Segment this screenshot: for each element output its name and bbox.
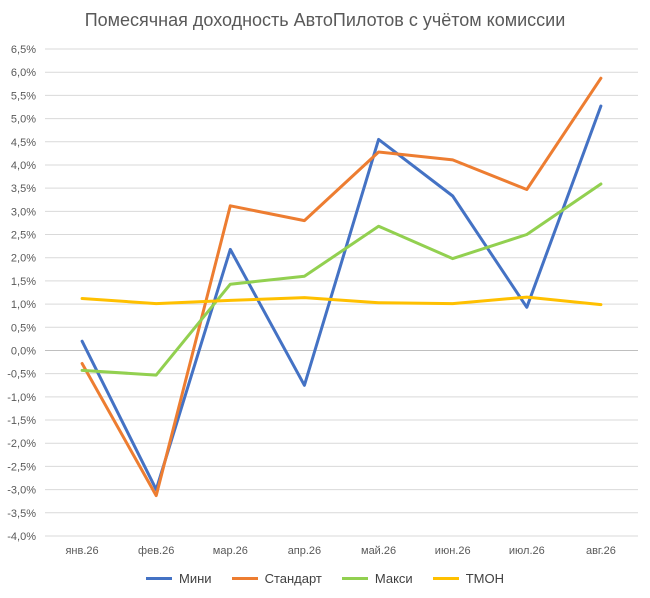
legend-swatch [146,577,173,580]
legend-item: ТМОН [432,571,504,586]
y-tick-label: 2,5% [11,230,36,242]
legend-item: Стандарт [231,571,322,586]
y-tick-label: 4,0% [11,160,36,172]
y-tick-label: -3,5% [7,508,36,520]
legend-swatch [231,577,258,580]
x-axis-ticks: янв.26 фев.26 мар.26 апр.26 май.26 июн.26 июл.… [65,545,615,557]
series-line [80,295,603,307]
x-tick-label: апр.26 [288,545,321,557]
y-tick-label: 1,0% [11,299,36,311]
x-tick-label: мар.26 [213,545,248,557]
series-lines [80,76,603,498]
y-tick-label: -2,5% [7,461,36,473]
y-tick-label: 5,5% [11,90,36,102]
legend-label: Макси [374,571,413,586]
y-tick-label: 3,5% [11,183,36,195]
chart-title: Помесячная доходность АвтоПилотов с учёт… [84,10,566,30]
x-tick-label: май.26 [361,545,396,557]
x-tick-label: июн.26 [435,545,471,557]
series-line [80,182,603,377]
x-tick-label: янв.26 [65,545,98,557]
y-tick-label: 2,0% [11,253,36,265]
legend-label: Мини [179,571,212,586]
y-tick-label: 3,0% [11,206,36,218]
y-tick-label: 5,0% [11,114,36,126]
y-tick-label: 0,0% [11,345,36,357]
legend-label: Стандарт [264,571,322,586]
y-tick-label: -3,0% [7,485,36,497]
x-tick-label: июл.26 [509,545,545,557]
y-tick-label: 1,5% [11,276,36,288]
legend-item: Макси [341,571,413,586]
legend-swatch [432,577,459,580]
y-tick-label: 6,5% [11,44,36,56]
y-tick-label: -4,0% [7,531,36,543]
y-tick-label: -1,0% [7,392,36,404]
y-tick-label: -1,5% [7,415,36,427]
y-tick-label: -2,0% [7,438,36,450]
y-tick-label: 0,5% [11,322,36,334]
gridlines [45,48,638,537]
series-line [80,76,603,498]
y-tick-label: -0,5% [7,369,36,381]
legend-label: ТМОН [465,571,504,586]
legend-item: Мини [146,571,212,586]
legend-swatch [341,577,368,580]
y-tick-label: 4,5% [11,137,36,149]
legend: Мини Стандарт Макси ТМОН [0,571,650,586]
y-axis-ticks: -4,0% -3,5% -3,0% -2,5% -2,0% -1,5% -1,0% -0,5%… [7,44,36,543]
x-tick-label: авг.26 [586,545,616,557]
x-tick-label: фев.26 [138,545,174,557]
y-tick-label: 6,0% [11,67,36,79]
